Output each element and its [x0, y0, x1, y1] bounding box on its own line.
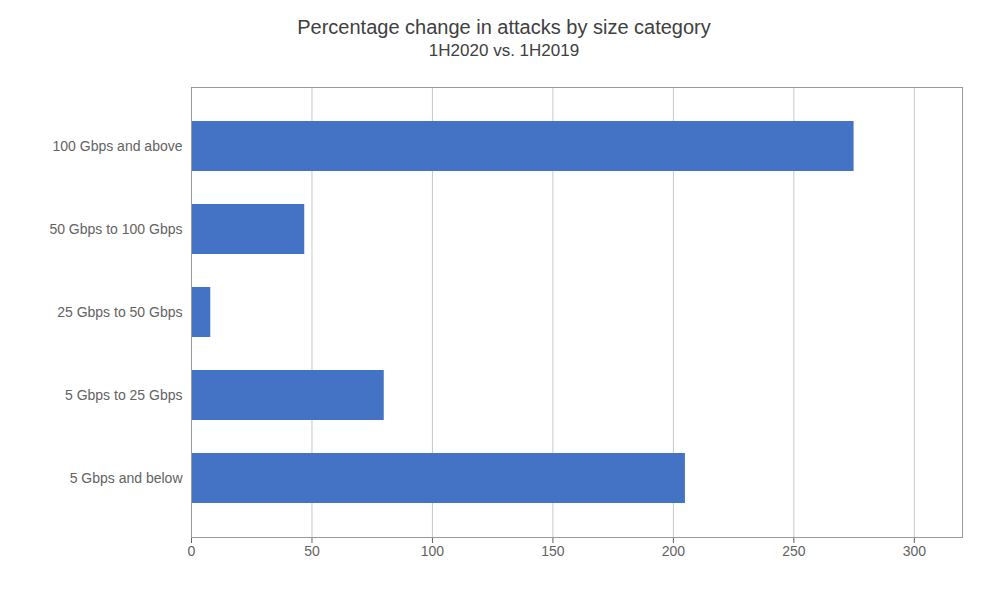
svg-text:100 Gbps and above: 100 Gbps and above [53, 138, 183, 154]
svg-text:5 Gbps and below: 5 Gbps and below [70, 470, 184, 486]
svg-text:200: 200 [662, 543, 686, 559]
html-text:1H2020 vs. 1H2019: 1H2020 vs. 1H2019 [428, 41, 580, 60]
svg-text:250: 250 [782, 543, 806, 559]
svg-text:300: 300 [903, 543, 927, 559]
svg-text:100: 100 [421, 543, 445, 559]
svg-text:50 Gbps to 100 Gbps: 50 Gbps to 100 Gbps [49, 221, 182, 237]
svg-text:150: 150 [541, 543, 565, 559]
svg-text:5 Gbps to 25 Gbps: 5 Gbps to 25 Gbps [65, 387, 183, 403]
svg-text:25 Gbps to 50 Gbps: 25 Gbps to 50 Gbps [57, 304, 182, 320]
svg-text:0: 0 [188, 543, 196, 559]
svg-text:50: 50 [304, 543, 320, 559]
html-text:Percentage change in attacks b: Percentage change in attacks by size cat… [297, 16, 711, 38]
